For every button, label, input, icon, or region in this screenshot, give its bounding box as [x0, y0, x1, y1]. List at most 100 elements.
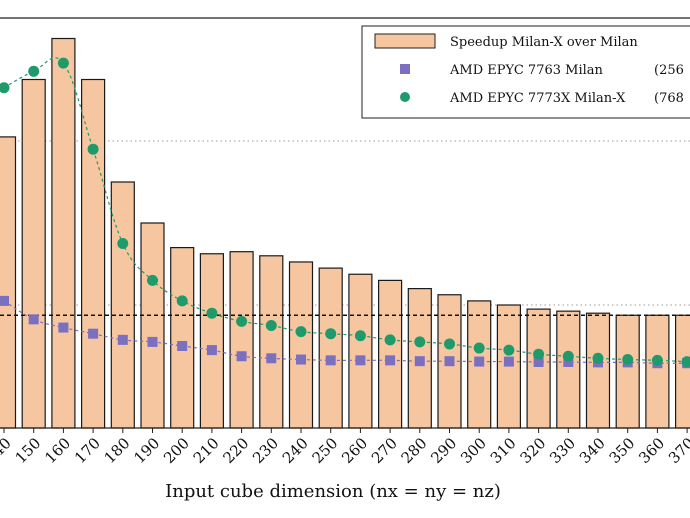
milan-x-point-290 — [444, 338, 455, 350]
bar-150 — [21, 78, 46, 429]
legend-marker-milan-x — [400, 92, 410, 102]
milan-x-point-250 — [325, 328, 337, 340]
x-tick-label-260: 260 — [338, 434, 371, 467]
x-tick-label-240: 240 — [279, 434, 312, 467]
milan-point-190 — [147, 336, 158, 347]
x-tick-label-360: 360 — [635, 434, 668, 467]
bar-220 — [229, 251, 254, 429]
milan-x-point-310 — [503, 344, 515, 356]
milan-point-240 — [296, 354, 306, 365]
milan-x-point-150 — [28, 65, 40, 77]
axes — [0, 17, 690, 433]
x-tick-label-320: 320 — [516, 434, 549, 467]
legend-label-milan-x: AMD EPYC 7773X Milan-X — [449, 91, 626, 106]
bar-210 — [199, 253, 224, 429]
x-tick-label-160: 160 — [41, 434, 74, 467]
milan-x-point-220 — [236, 315, 248, 327]
x-tick-label-250: 250 — [309, 434, 342, 467]
bar-350 — [615, 314, 640, 429]
milan-x-point-260 — [354, 330, 366, 342]
milan-point-200 — [177, 341, 188, 351]
bar-230 — [259, 255, 284, 429]
x-tick-label-150: 150 — [12, 434, 45, 467]
milan-point-210 — [206, 345, 217, 356]
marker-series — [0, 57, 690, 369]
milan-x-point-200 — [176, 295, 188, 307]
milan-point-320 — [533, 356, 544, 367]
legend-suffix-milan-x: (768 — [654, 91, 684, 106]
bar-180 — [110, 181, 135, 429]
milan-point-220 — [236, 351, 247, 362]
milan-x-point-320 — [533, 348, 545, 360]
legend-swatch-speedup — [374, 33, 436, 49]
legend: Speedup Milan-X over Milan AMD EPYC 7763… — [361, 25, 690, 119]
milan-point-260 — [355, 355, 366, 366]
milan-point-290 — [444, 356, 455, 367]
legend-label-milan: AMD EPYC 7763 Milan — [449, 63, 604, 78]
milan-point-280 — [414, 356, 425, 367]
legend-marker-milan — [400, 64, 410, 74]
milan-x-point-210 — [206, 307, 218, 319]
milan-point-170 — [88, 328, 99, 339]
bar-270 — [378, 279, 403, 429]
milan-x-point-160 — [57, 57, 69, 69]
x-tick-label-190: 190 — [130, 434, 163, 467]
bar-250 — [318, 267, 343, 429]
legend-label-speedup: Speedup Milan-X over Milan — [450, 35, 638, 50]
milan-line — [3, 300, 688, 364]
x-tick-label-370: 370 — [665, 434, 690, 467]
x-tick-label-170: 170 — [71, 434, 104, 467]
milan-point-230 — [266, 353, 277, 364]
x-tick-label-140: 140 — [0, 434, 15, 467]
bar-260 — [348, 273, 373, 429]
x-tick-label-270: 270 — [368, 434, 401, 467]
milan-x-point-300 — [473, 342, 485, 354]
bar-320 — [526, 308, 551, 429]
x-tick-label-200: 200 — [160, 434, 193, 467]
milan-point-270 — [385, 355, 396, 366]
milan-point-330 — [563, 356, 574, 367]
milan-point-310 — [503, 356, 514, 367]
milan-point-150 — [28, 314, 39, 325]
bar-240 — [288, 261, 314, 429]
milan-x-point-360 — [651, 354, 663, 366]
bar-200 — [170, 247, 195, 429]
x-tick-labels: 1401501601701801902002102202302402502602… — [0, 434, 690, 467]
x-tick-label-340: 340 — [576, 434, 609, 467]
milan-x-point-270 — [384, 334, 396, 346]
milan-x-point-350 — [622, 354, 634, 366]
bar-190 — [140, 222, 165, 429]
milan-point-180 — [117, 334, 128, 345]
milan-x-point-240 — [295, 326, 307, 338]
bar-140 — [0, 136, 17, 429]
x-axis-title: Input cube dimension (nx = ny = nz) — [165, 481, 501, 502]
bar-360 — [645, 314, 670, 429]
milan-point-300 — [474, 356, 485, 367]
bar-160 — [51, 37, 76, 429]
x-tick-label-180: 180 — [101, 434, 134, 467]
bar-370 — [674, 314, 690, 429]
bar-340 — [585, 312, 611, 429]
x-tick-label-300: 300 — [457, 434, 490, 467]
milan-x-point-170 — [87, 143, 99, 155]
x-tick-label-280: 280 — [398, 434, 431, 467]
legend-suffix-milan: (256 — [654, 63, 684, 78]
x-tick-label-330: 330 — [546, 434, 579, 467]
milan-x-point-180 — [117, 238, 129, 249]
milan-x-point-330 — [562, 350, 574, 362]
milan-x-point-340 — [592, 352, 604, 364]
x-tick-label-230: 230 — [249, 434, 282, 467]
bar-330 — [556, 310, 581, 429]
milan-x-point-280 — [414, 336, 426, 348]
milan-point-250 — [325, 355, 336, 366]
milan-x-point-190 — [147, 274, 158, 286]
bar-170 — [80, 78, 106, 429]
milan-x-point-230 — [265, 320, 277, 331]
milan-point-160 — [58, 322, 69, 333]
x-tick-label-220: 220 — [219, 434, 252, 467]
x-tick-label-210: 210 — [190, 434, 223, 467]
x-tick-label-350: 350 — [606, 434, 639, 467]
milan-x-point-140 — [0, 82, 10, 94]
milan-x-line — [3, 57, 688, 363]
